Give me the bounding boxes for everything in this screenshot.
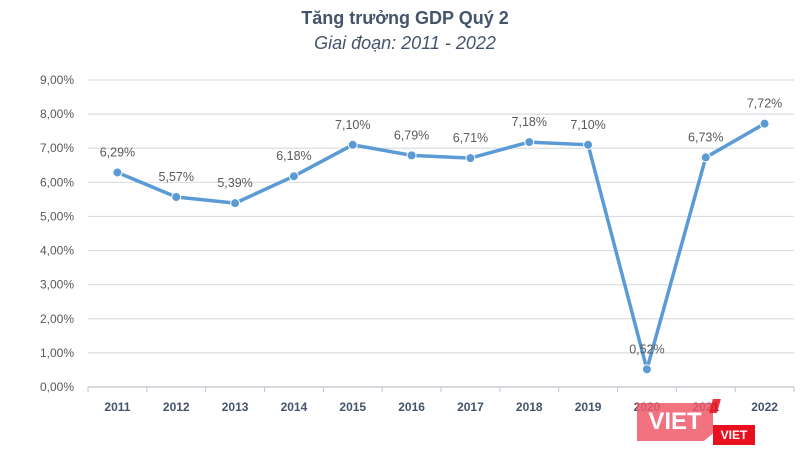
x-tick-label: 2013 bbox=[222, 400, 249, 414]
data-label: 5,39% bbox=[217, 176, 252, 190]
data-point bbox=[347, 139, 358, 150]
x-tick-label: 2011 bbox=[104, 400, 130, 414]
data-label: 6,79% bbox=[394, 128, 429, 142]
data-label: 6,29% bbox=[100, 145, 135, 159]
x-tick-label: 2019 bbox=[575, 400, 602, 414]
data-point bbox=[583, 139, 594, 150]
y-tick-label: 2,00% bbox=[40, 312, 74, 326]
x-tick-label: 2015 bbox=[339, 400, 366, 414]
y-tick-label: 7,00% bbox=[40, 141, 74, 155]
watermark-logo: VIET bbox=[637, 403, 713, 441]
chart-subtitle: Giai đoạn: 2011 - 2022 bbox=[314, 33, 496, 53]
data-point bbox=[406, 150, 417, 161]
gridlines bbox=[88, 79, 794, 354]
data-label: 6,71% bbox=[453, 131, 488, 145]
data-point bbox=[465, 153, 476, 164]
y-axis-labels: 0,00% 1,00% 2,00% 3,00% 4,00% 5,00% 6,00% 7,00%… bbox=[40, 73, 74, 394]
x-tick-label: 2012 bbox=[163, 400, 190, 414]
data-point bbox=[112, 167, 123, 178]
y-tick-label: 3,00% bbox=[40, 278, 74, 292]
x-tick-label: 2018 bbox=[516, 400, 543, 414]
data-label: 7,18% bbox=[512, 115, 547, 129]
data-label: 7,10% bbox=[335, 118, 370, 132]
y-tick-label: 0,00% bbox=[40, 380, 74, 394]
x-tick-label: 2022 bbox=[751, 400, 778, 414]
data-label: 7,72% bbox=[747, 97, 782, 111]
data-point bbox=[524, 137, 535, 148]
y-tick-label: 5,00% bbox=[40, 209, 74, 223]
y-tick-label: 6,00% bbox=[40, 175, 74, 189]
data-label: 7,10% bbox=[570, 118, 605, 132]
data-point bbox=[641, 364, 652, 375]
y-tick-label: 8,00% bbox=[40, 107, 74, 121]
x-tick-label: 2017 bbox=[457, 400, 484, 414]
x-tick-label: 2016 bbox=[398, 400, 425, 414]
watermark-logo-small: VIET bbox=[713, 425, 755, 445]
data-point bbox=[288, 171, 299, 182]
x-axis: 2011201220132014201520162017201820192020… bbox=[87, 386, 795, 414]
data-points bbox=[112, 118, 770, 375]
data-point bbox=[759, 118, 770, 129]
y-tick-label: 9,00% bbox=[40, 73, 74, 87]
data-label: 0,52% bbox=[629, 342, 664, 356]
data-point bbox=[700, 152, 711, 163]
y-tick-label: 4,00% bbox=[40, 244, 74, 258]
series-line bbox=[115, 121, 767, 372]
chart-title: Tăng trưởng GDP Quý 2 bbox=[301, 8, 509, 28]
data-label: 6,73% bbox=[688, 130, 723, 144]
data-label: 6,18% bbox=[276, 149, 311, 163]
x-tick-label: 2014 bbox=[281, 400, 308, 414]
data-point bbox=[230, 198, 241, 209]
data-labels: 6,29% 5,57% 5,39% 6,18% 7,10% 6,79% 6,71% 7,18%… bbox=[100, 97, 783, 357]
series-line-path bbox=[115, 121, 767, 372]
y-tick-label: 1,00% bbox=[40, 346, 74, 360]
data-point bbox=[171, 192, 182, 203]
data-label: 5,57% bbox=[159, 170, 194, 184]
